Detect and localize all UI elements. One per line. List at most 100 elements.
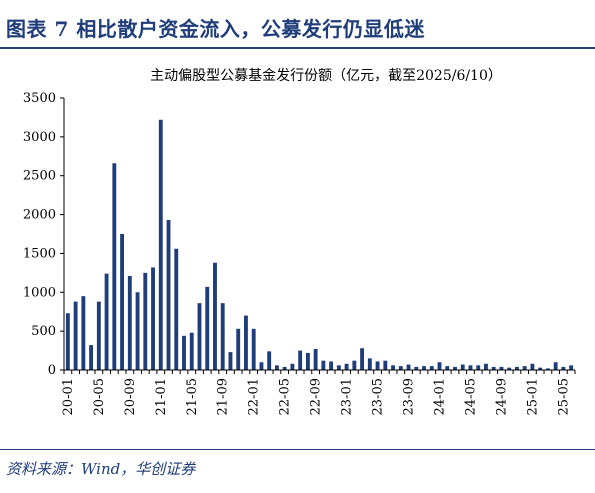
x-tick-label: 24-05 — [463, 378, 478, 415]
bar-22-04 — [274, 365, 279, 370]
y-axis: 0 500 1000 1500 2000 2500 3000 3500 — [23, 91, 65, 378]
x-tick-label: 20-09 — [123, 378, 138, 415]
bar-25-06 — [569, 365, 574, 370]
bar-23-09 — [406, 364, 411, 370]
bar-20-07 — [112, 163, 117, 370]
x-tick-label: 20-05 — [92, 378, 107, 415]
bar-22-10 — [321, 360, 326, 370]
bar-21-10 — [228, 352, 233, 370]
x-tick-label: 25-01 — [525, 378, 540, 415]
bar-24-02 — [445, 366, 450, 370]
bar-25-03 — [545, 368, 550, 370]
bar-23-08 — [398, 366, 403, 370]
bar-20-02 — [73, 301, 78, 370]
bar-21-07 — [205, 286, 210, 370]
bar-22-02 — [259, 362, 264, 370]
x-tick-label: 21-09 — [216, 378, 231, 415]
bar-21-06 — [197, 303, 202, 370]
bar-24-10 — [507, 367, 512, 370]
bar-23-03 — [360, 348, 365, 370]
bar-22-07 — [298, 350, 303, 370]
source-note: 资料来源：Wind，华创证券 — [6, 460, 196, 478]
bar-21-12 — [244, 315, 248, 370]
bar-20-11 — [143, 272, 148, 370]
y-tick-label: 500 — [31, 324, 56, 339]
x-tick-label: 21-01 — [154, 378, 169, 415]
bar-21-04 — [182, 335, 186, 370]
bar-24-12 — [522, 366, 527, 370]
bar-22-09 — [313, 349, 318, 370]
bar-23-05 — [375, 361, 380, 370]
x-tick-label: 25-05 — [556, 378, 571, 415]
bar-23-06 — [383, 360, 388, 370]
source-divider — [0, 449, 595, 450]
bar-24-04 — [460, 364, 465, 370]
bar-25-05 — [561, 366, 566, 370]
bar-21-11 — [236, 328, 241, 370]
bar-20-01 — [65, 313, 70, 370]
bar-22-03 — [267, 351, 272, 370]
x-tick-label: 22-09 — [309, 378, 324, 415]
x-tick-label: 24-09 — [494, 378, 509, 415]
x-tick-label: 21-05 — [185, 378, 200, 415]
bar-22-08 — [305, 352, 310, 370]
bar-25-04 — [553, 362, 558, 370]
bar-24-07 — [484, 363, 488, 370]
bar-series — [65, 119, 574, 370]
y-tick-label: 3000 — [23, 130, 56, 145]
bar-25-01 — [530, 363, 535, 370]
x-tick-label: 23-05 — [371, 378, 386, 415]
bar-21-03 — [174, 248, 179, 370]
x-axis: 20-01 20-05 20-09 21-01 21-05 21-09 22-01 22-05… — [61, 369, 576, 415]
bar-20-09 — [127, 275, 132, 370]
figure-title: 图表 7 相比散户资金流入，公募发行仍显低迷 — [6, 17, 425, 41]
bar-24-08 — [491, 366, 496, 370]
bar-23-02 — [352, 360, 357, 370]
bar-24-11 — [514, 366, 519, 370]
bar-23-01 — [344, 363, 349, 370]
bar-22-11 — [329, 361, 334, 370]
bar-23-10 — [414, 366, 419, 370]
x-tick-label: 22-01 — [247, 378, 262, 415]
bar-24-06 — [476, 365, 481, 370]
y-tick-label: 2500 — [23, 169, 56, 184]
bar-24-05 — [468, 365, 473, 370]
bar-22-05 — [282, 366, 287, 370]
bar-21-08 — [213, 262, 217, 370]
bar-21-05 — [189, 332, 194, 370]
bar-22-01 — [251, 328, 256, 370]
bar-23-12 — [429, 366, 434, 370]
bar-23-04 — [367, 358, 372, 370]
bar-23-11 — [422, 366, 426, 370]
x-tick-label: 23-09 — [402, 378, 417, 415]
bar-20-06 — [104, 273, 109, 370]
bar-24-03 — [453, 366, 457, 370]
bar-21-01 — [158, 119, 163, 370]
bar-22-12 — [336, 365, 341, 370]
x-tick-label: 22-05 — [278, 378, 293, 415]
bar-20-10 — [135, 292, 140, 370]
x-tick-label: 24-01 — [433, 378, 448, 415]
bar-20-05 — [96, 301, 101, 370]
chart-title: 主动偏股型公募基金发行份额（亿元，截至2025/6/10） — [150, 67, 502, 84]
bar-22-06 — [290, 363, 295, 370]
bar-23-07 — [391, 365, 395, 370]
y-tick-label: 0 — [48, 363, 56, 378]
y-tick-label: 1500 — [23, 246, 56, 261]
bar-20-12 — [151, 267, 155, 370]
figure-header: 图表 7 相比散户资金流入，公募发行仍显低迷 — [0, 0, 595, 50]
y-tick-label: 2000 — [23, 208, 56, 223]
y-tick-label: 3500 — [23, 91, 56, 106]
y-tick-label: 1000 — [23, 285, 56, 300]
bar-20-08 — [120, 234, 125, 370]
bar-24-09 — [499, 366, 504, 370]
bar-chart: 主动偏股型公募基金发行份额（亿元，截至2025/6/10） 0 500 1000 15… — [23, 67, 576, 415]
x-tick-label: 20-01 — [61, 378, 76, 415]
bar-24-01 — [437, 362, 442, 370]
header-divider — [0, 47, 595, 49]
bar-25-02 — [538, 367, 543, 370]
bar-21-09 — [220, 303, 225, 370]
bar-20-03 — [81, 296, 86, 370]
x-tick-label: 23-01 — [340, 378, 355, 415]
bar-21-02 — [166, 220, 171, 370]
